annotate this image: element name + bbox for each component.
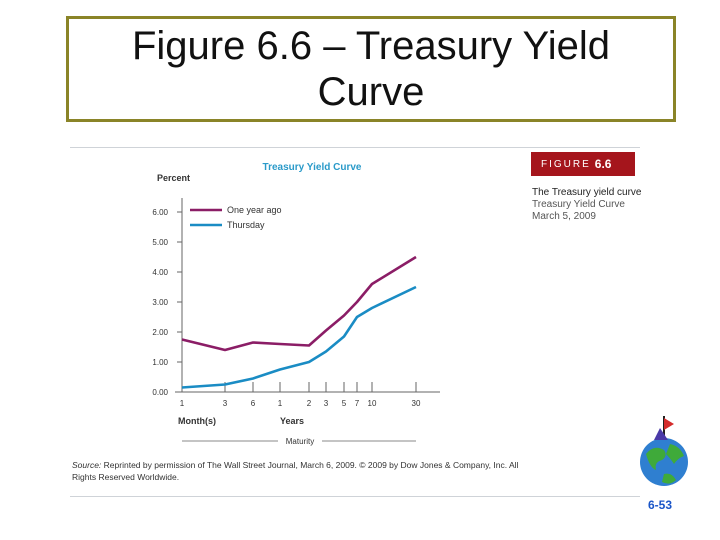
source-text: Reprinted by permission of The Wall Stre… xyxy=(72,460,519,482)
x-axis-label-months: Month(s) xyxy=(178,416,216,426)
x-tick-label: 1 xyxy=(180,399,185,408)
source-label: Source: xyxy=(72,460,102,470)
x-tick-label: 5 xyxy=(342,399,347,408)
y-tick-label: 5.00 xyxy=(152,238,168,247)
y-axis-label: Percent xyxy=(157,173,190,183)
globe-icon xyxy=(634,414,694,490)
slide-title: Figure 6.6 – Treasury Yield Curve xyxy=(131,24,611,114)
x-tick-label: 2 xyxy=(307,399,312,408)
caption-date: March 5, 2009 xyxy=(532,211,596,222)
series-line-one-year-ago xyxy=(181,255,417,352)
x-tick-label: 30 xyxy=(412,399,421,408)
y-tick-label: 1.00 xyxy=(152,358,168,367)
source-note: Source: Reprinted by permission of The W… xyxy=(72,459,542,483)
figure-tag: FIGURE 6.6 xyxy=(531,152,635,176)
y-tick-label: 6.00 xyxy=(152,208,168,217)
legend-label-thursday: Thursday xyxy=(227,220,265,230)
x-tick-label: 7 xyxy=(355,399,360,408)
figure-bottom-rule xyxy=(70,496,640,497)
caption-title: The Treasury yield curve xyxy=(532,187,642,198)
figure-tag-label: FIGURE xyxy=(541,158,591,170)
x-tick-label: 6 xyxy=(251,399,256,408)
x-tick-label: 3 xyxy=(223,399,228,408)
x-axis-label-maturity: Maturity xyxy=(286,437,314,446)
x-axis-label-years: Years xyxy=(280,416,304,426)
slide-title-box: Figure 6.6 – Treasury Yield Curve xyxy=(66,16,676,122)
y-tick-label: 2.00 xyxy=(152,328,168,337)
chart-title: Treasury Yield Curve xyxy=(263,162,362,173)
caption-subtitle: Treasury Yield Curve xyxy=(532,199,625,210)
legend-label-one-year-ago: One year ago xyxy=(227,205,282,215)
page-number: 6-53 xyxy=(648,498,673,512)
series-line-thursday xyxy=(181,285,417,389)
x-tick-label: 1 xyxy=(278,399,283,408)
figure-tag-number: 6.6 xyxy=(594,157,612,171)
x-tick-label: 3 xyxy=(324,399,329,408)
x-tick-label: 10 xyxy=(368,399,377,408)
y-tick-label: 4.00 xyxy=(152,268,168,277)
y-tick-label: 3.00 xyxy=(152,298,168,307)
figure-top-rule xyxy=(70,147,640,148)
y-tick-label: 0.00 xyxy=(152,388,168,397)
figure-caption: The Treasury yield curve Treasury Yield … xyxy=(532,187,642,223)
